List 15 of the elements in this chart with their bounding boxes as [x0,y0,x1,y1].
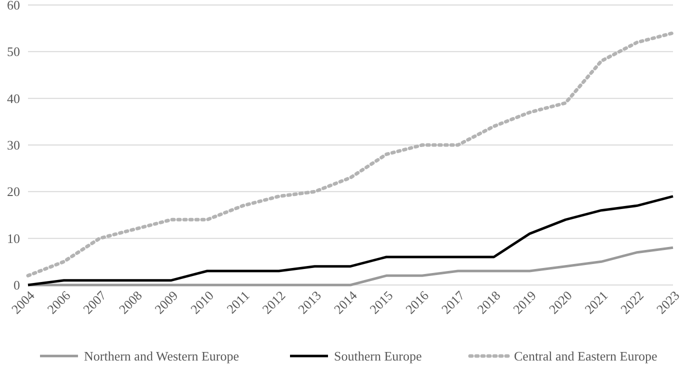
y-tick-label: 10 [7,230,20,246]
legend-label: Northern and Western Europe [84,348,240,364]
y-tick-label: 0 [14,278,20,293]
x-tick-label: 2021 [582,288,611,317]
x-tick-label: 2011 [224,288,252,316]
line-series [26,31,675,278]
line-series [26,195,674,286]
y-tick-label: 60 [7,0,20,13]
y-tick-label: 30 [7,138,20,153]
y-tick-label: 40 [7,90,20,106]
y-tick-label: 50 [7,44,20,60]
y-tick-label: 20 [7,184,20,200]
legend-label: Central and Eastern Europe [514,348,658,364]
line-series [26,246,674,286]
legend-label: Southern Europe [334,348,422,364]
